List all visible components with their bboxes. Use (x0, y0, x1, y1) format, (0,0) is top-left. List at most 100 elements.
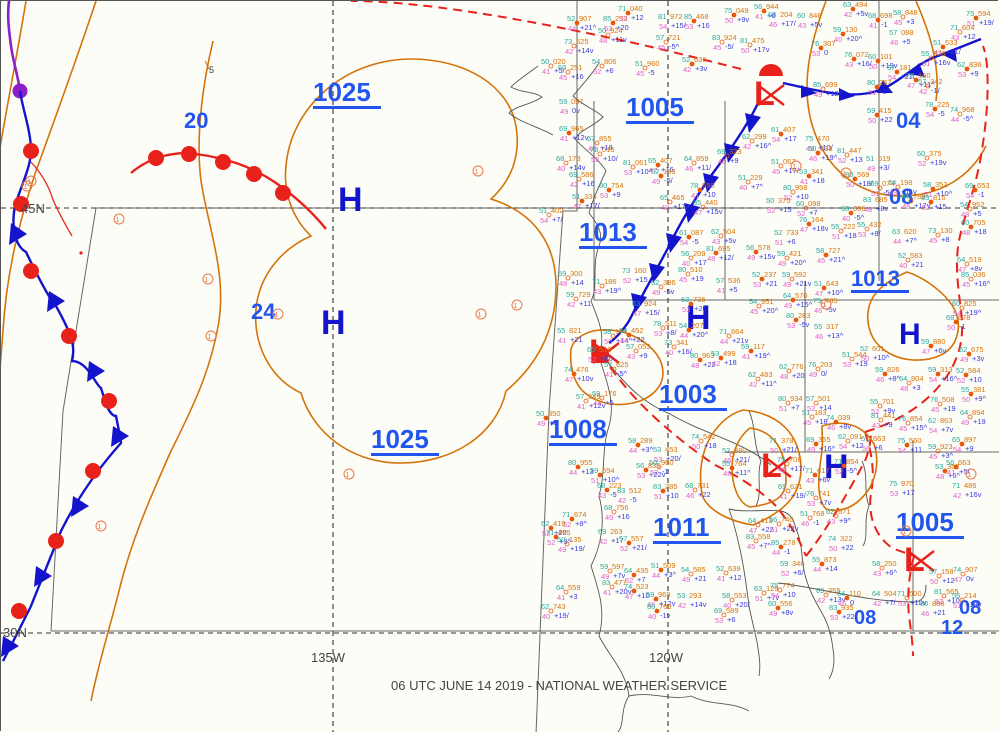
svg-text:41: 41 (755, 12, 763, 21)
svg-text:705: 705 (973, 218, 986, 227)
svg-text:69: 69 (592, 389, 600, 398)
svg-text:62: 62 (742, 132, 750, 141)
svg-text:46: 46 (801, 519, 809, 528)
svg-text:854: 854 (846, 457, 859, 466)
svg-text:54: 54 (619, 326, 627, 335)
svg-text:774: 774 (782, 581, 795, 590)
svg-text:52: 52 (956, 366, 964, 375)
svg-text:20: 20 (184, 108, 208, 133)
svg-text:59: 59 (741, 342, 749, 351)
svg-text:0: 0 (824, 48, 828, 57)
svg-text:40: 40 (718, 157, 726, 166)
svg-text:81: 81 (658, 12, 666, 21)
svg-text:85: 85 (684, 12, 692, 21)
svg-text:57: 57 (587, 134, 595, 143)
svg-text:+22/: +22/ (842, 612, 858, 621)
svg-text:-5: -5 (692, 237, 699, 246)
svg-text:54: 54 (680, 238, 688, 247)
svg-text:0/: 0/ (821, 369, 828, 378)
svg-text:51: 51 (800, 509, 808, 518)
svg-text:317: 317 (826, 322, 839, 331)
svg-text:-1: -1 (881, 20, 888, 29)
svg-text:+13^: +13^ (827, 331, 844, 340)
svg-text:80: 80 (690, 351, 698, 360)
svg-text:68: 68 (597, 481, 605, 490)
svg-text:49: 49 (769, 609, 777, 618)
svg-text:+9: +9 (639, 351, 648, 360)
svg-text:45: 45 (899, 424, 907, 433)
svg-text:42: 42 (567, 300, 575, 309)
svg-text:+19: +19 (943, 404, 956, 413)
svg-text:53: 53 (711, 349, 719, 358)
svg-text:52: 52 (623, 276, 631, 285)
svg-text:75: 75 (889, 479, 897, 488)
svg-text:+16^: +16^ (819, 444, 836, 453)
svg-text:44: 44 (569, 468, 577, 477)
svg-text:160: 160 (634, 266, 647, 275)
svg-text:62: 62 (711, 227, 719, 236)
svg-text:59: 59 (646, 590, 654, 599)
svg-text:+16^: +16^ (941, 374, 958, 383)
svg-text:46: 46 (809, 154, 817, 163)
svg-text:50: 50 (536, 409, 544, 418)
svg-text:43: 43 (827, 517, 835, 526)
svg-text:+12/: +12/ (719, 253, 735, 262)
svg-text:-5v: -5v (664, 287, 675, 296)
svg-text:83: 83 (602, 578, 610, 587)
svg-text:50: 50 (962, 395, 970, 404)
svg-text:41: 41 (557, 593, 565, 602)
svg-text:42: 42 (661, 203, 669, 212)
svg-text:45: 45 (931, 405, 939, 414)
svg-text:50: 50 (861, 354, 869, 363)
svg-text:+7v: +7v (941, 425, 954, 434)
svg-text:42: 42 (743, 142, 751, 151)
svg-text:76: 76 (808, 360, 816, 369)
svg-text:73: 73 (590, 145, 598, 154)
svg-text:46: 46 (685, 164, 693, 173)
svg-text:57: 57 (929, 567, 937, 576)
svg-text:45N: 45N (21, 201, 45, 216)
svg-text:49: 49 (682, 575, 690, 584)
svg-text:+16v: +16v (934, 58, 951, 67)
svg-text:59: 59 (558, 269, 566, 278)
svg-text:698: 698 (880, 11, 893, 20)
svg-text:58: 58 (816, 246, 824, 255)
svg-text:51: 51 (572, 192, 580, 201)
svg-text:59: 59 (928, 365, 936, 374)
svg-text:71: 71 (719, 327, 727, 336)
svg-text:56: 56 (746, 243, 754, 252)
svg-text:78: 78 (906, 71, 914, 80)
svg-text:+16^: +16^ (755, 141, 772, 150)
svg-text:+20: +20 (694, 304, 707, 313)
svg-text:57: 57 (604, 360, 612, 369)
svg-text:54: 54 (839, 442, 847, 451)
svg-text:+15/: +15/ (645, 308, 661, 317)
svg-text:74: 74 (953, 565, 961, 574)
svg-text:-5/: -5/ (725, 42, 735, 51)
svg-text:47: 47 (922, 347, 930, 356)
svg-text:207: 207 (691, 321, 704, 330)
svg-text:04: 04 (896, 108, 921, 133)
svg-text:924: 924 (610, 26, 623, 35)
svg-text:804: 804 (911, 374, 924, 383)
svg-text:+19^: +19^ (821, 153, 838, 162)
svg-text:061: 061 (635, 158, 648, 167)
svg-text:40: 40 (557, 164, 565, 173)
svg-text:81: 81 (934, 587, 942, 596)
svg-text:663: 663 (958, 458, 971, 467)
svg-text:85: 85 (603, 14, 611, 23)
svg-text:44: 44 (593, 399, 601, 408)
svg-text:64: 64 (624, 566, 632, 575)
svg-text:47: 47 (625, 592, 633, 601)
svg-text:46: 46 (890, 38, 898, 47)
svg-text:164: 164 (811, 215, 824, 224)
svg-text:48: 48 (723, 469, 731, 478)
svg-text:578: 578 (758, 243, 771, 252)
svg-text:74: 74 (691, 432, 699, 441)
svg-text:45: 45 (894, 18, 902, 27)
svg-text:42: 42 (599, 537, 607, 546)
svg-text:+21/: +21/ (632, 543, 648, 552)
svg-text:71: 71 (834, 457, 842, 466)
svg-text:300: 300 (570, 269, 583, 278)
svg-text:73: 73 (564, 37, 572, 46)
